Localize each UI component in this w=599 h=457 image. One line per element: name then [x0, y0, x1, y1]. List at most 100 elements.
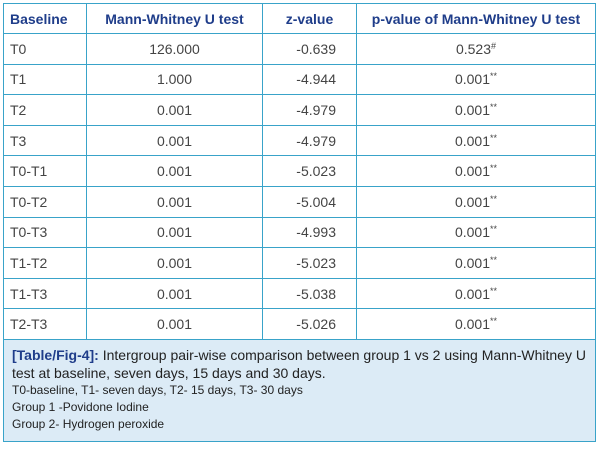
cell-p-value: 0.001** [356, 278, 595, 310]
significance-mark: # [491, 40, 497, 51]
cell-z-value-value: -5.023 [296, 254, 336, 271]
cell-p-value: 0.001** [356, 125, 595, 157]
table-body: T0 126.000 -0.639 0.523# T1 1.000 -4.944 0.001*… [4, 33, 595, 340]
cell-mann-whitney-value: 0.001 [156, 285, 193, 302]
cell-p-value: 0.001** [356, 155, 595, 187]
cell-p-value: 0.001** [356, 247, 595, 279]
cell-mann-whitney: 0.001 [86, 308, 263, 340]
cell-z-value-value: -5.026 [296, 316, 336, 333]
cell-mann-whitney: 0.001 [86, 155, 263, 187]
cell-baseline-value: T0-T1 [10, 163, 48, 180]
cell-z-value-value: -4.979 [296, 132, 336, 149]
table-row: T0-T3 0.001 -4.993 0.001** [4, 217, 595, 249]
caption-note-1: T0-baseline, T1- seven days, T2- 15 days… [12, 382, 303, 397]
cell-z-value: -5.023 [262, 247, 357, 279]
cell-p-value-value: 0.001 [454, 285, 491, 302]
cell-z-value: -5.038 [262, 278, 357, 310]
caption-note-3: Group 2- Hydrogen peroxide [12, 416, 165, 431]
cell-baseline-value: T0 [10, 40, 27, 57]
cell-mann-whitney-value: 0.001 [156, 132, 193, 149]
cell-mann-whitney: 0.001 [86, 217, 263, 249]
cell-baseline: T0 [4, 33, 87, 65]
significance-mark: ** [490, 316, 498, 327]
cell-baseline-value: T1 [10, 71, 27, 88]
cell-z-value-value: -5.023 [296, 163, 336, 180]
cell-z-value: -5.023 [262, 155, 357, 187]
cell-p-value-value: 0.001 [454, 254, 491, 271]
cell-p-value-value: 0.001 [454, 163, 491, 180]
cell-baseline: T1 [4, 64, 87, 96]
table-row: T0-T1 0.001 -5.023 0.001** [4, 155, 595, 187]
cell-mann-whitney: 0.001 [86, 186, 263, 218]
cell-baseline: T1-T3 [4, 278, 87, 310]
cell-baseline-value: T2 [10, 101, 27, 118]
table-row: T0 126.000 -0.639 0.523# [4, 33, 595, 65]
table-row: T2 0.001 -4.979 0.001** [4, 94, 595, 126]
significance-mark: ** [490, 254, 498, 265]
cell-z-value-value: -4.944 [296, 71, 336, 88]
cell-z-value-value: -4.979 [296, 101, 336, 118]
cell-baseline: T3 [4, 125, 87, 157]
cell-z-value: -5.026 [262, 308, 357, 340]
caption-text: Intergroup pair-wise comparison between … [12, 346, 586, 381]
cell-baseline: T0-T1 [4, 155, 87, 187]
table-row: T1-T3 0.001 -5.038 0.001** [4, 278, 595, 310]
cell-z-value: -4.979 [262, 94, 357, 126]
cell-z-value-value: -5.038 [296, 285, 336, 302]
table-row: T1 1.000 -4.944 0.001** [4, 64, 595, 96]
caption-main: [Table/Fig-4]: Intergroup pair-wise comp… [12, 346, 587, 382]
cell-mann-whitney: 1.000 [86, 64, 263, 96]
cell-baseline-value: T0-T3 [10, 224, 48, 241]
cell-z-value: -0.639 [262, 33, 357, 65]
table-row: T1-T2 0.001 -5.023 0.001** [4, 247, 595, 279]
significance-mark: ** [490, 101, 498, 112]
significance-mark: ** [490, 71, 498, 82]
cell-baseline-value: T1-T3 [10, 285, 48, 302]
header-row: Baseline Mann-Whitney U test z-value p-v… [4, 4, 595, 34]
table-figure: Baseline Mann-Whitney U test z-value p-v… [3, 3, 596, 442]
significance-mark: ** [490, 132, 498, 143]
cell-baseline: T0-T3 [4, 217, 87, 249]
cell-mann-whitney-value: 0.001 [156, 101, 193, 118]
cell-mann-whitney: 0.001 [86, 247, 263, 279]
cell-p-value-value: 0.001 [454, 224, 491, 241]
cell-p-value-value: 0.001 [454, 316, 491, 333]
cell-mann-whitney-value: 0.001 [156, 316, 193, 333]
cell-baseline: T2 [4, 94, 87, 126]
cell-p-value: 0.001** [356, 217, 595, 249]
cell-mann-whitney: 0.001 [86, 125, 263, 157]
cell-baseline-value: T3 [10, 132, 27, 149]
cell-mann-whitney-value: 126.000 [149, 40, 200, 57]
header-baseline: Baseline [4, 4, 87, 34]
cell-mann-whitney-value: 1.000 [156, 71, 193, 88]
table-row: T0-T2 0.001 -5.004 0.001** [4, 186, 595, 218]
cell-baseline: T1-T2 [4, 247, 87, 279]
cell-p-value: 0.523# [356, 33, 595, 65]
cell-z-value-value: -0.639 [296, 40, 336, 57]
cell-z-value: -4.944 [262, 64, 357, 96]
significance-mark: ** [490, 193, 498, 204]
cell-p-value-value: 0.001 [454, 193, 491, 210]
header-mann-whitney: Mann-Whitney U test [86, 4, 263, 34]
cell-baseline-value: T2-T3 [10, 316, 48, 333]
cell-mann-whitney-value: 0.001 [156, 224, 193, 241]
cell-p-value: 0.001** [356, 186, 595, 218]
cell-p-value-value: 0.001 [454, 132, 491, 149]
cell-mann-whitney: 126.000 [86, 33, 263, 65]
cell-baseline: T0-T2 [4, 186, 87, 218]
cell-z-value: -5.004 [262, 186, 357, 218]
cell-p-value-value: 0.523 [455, 40, 492, 57]
cell-mann-whitney: 0.001 [86, 94, 263, 126]
cell-p-value-value: 0.001 [454, 101, 491, 118]
caption-label: [Table/Fig-4]: [12, 346, 99, 363]
significance-mark: ** [490, 224, 498, 235]
caption-note-2: Group 1 -Povidone Iodine [12, 399, 149, 414]
cell-mann-whitney-value: 0.001 [156, 254, 193, 271]
header-z-value: z-value [262, 4, 357, 34]
cell-baseline-value: T1-T2 [10, 254, 48, 271]
cell-baseline: T2-T3 [4, 308, 87, 340]
cell-z-value: -4.979 [262, 125, 357, 157]
cell-p-value: 0.001** [356, 308, 595, 340]
comparison-table: Baseline Mann-Whitney U test z-value p-v… [4, 4, 595, 340]
cell-mann-whitney-value: 0.001 [156, 193, 193, 210]
